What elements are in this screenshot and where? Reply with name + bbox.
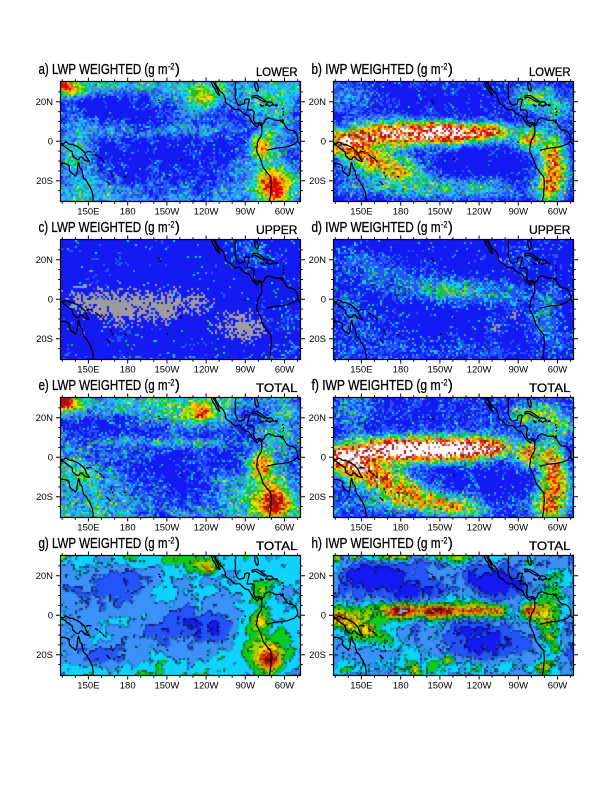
svg-text:): ) bbox=[448, 220, 453, 236]
svg-text:TOTAL: TOTAL bbox=[256, 381, 298, 395]
svg-text:-2: -2 bbox=[168, 219, 175, 230]
svg-text:h) IWP WEIGHTED (g m: h) IWP WEIGHTED (g m bbox=[312, 536, 441, 552]
svg-text:): ) bbox=[175, 62, 180, 78]
svg-text:): ) bbox=[448, 378, 453, 394]
svg-text:): ) bbox=[175, 536, 180, 552]
svg-text:LOWER: LOWER bbox=[529, 65, 571, 79]
svg-text:-2: -2 bbox=[441, 61, 448, 72]
svg-text:g) LWP WEIGHTED (g m: g) LWP WEIGHTED (g m bbox=[39, 536, 168, 552]
svg-text:-2: -2 bbox=[441, 377, 448, 388]
svg-text:): ) bbox=[175, 378, 180, 394]
svg-text:b) IWP WEIGHTED (g m: b) IWP WEIGHTED (g m bbox=[312, 62, 441, 78]
svg-text:f) IWP WEIGHTED (g m: f) IWP WEIGHTED (g m bbox=[312, 378, 441, 394]
svg-text:-2: -2 bbox=[441, 219, 448, 230]
svg-text:UPPER: UPPER bbox=[529, 223, 571, 237]
svg-text:c) LWP WEIGHTED (g m: c) LWP WEIGHTED (g m bbox=[39, 220, 168, 236]
svg-text:-2: -2 bbox=[168, 535, 175, 546]
svg-text:e) LWP WEIGHTED (g m: e) LWP WEIGHTED (g m bbox=[39, 378, 168, 394]
svg-text:TOTAL: TOTAL bbox=[529, 539, 571, 553]
svg-text:TOTAL: TOTAL bbox=[529, 381, 571, 395]
svg-text:): ) bbox=[448, 536, 453, 552]
svg-text:-2: -2 bbox=[168, 377, 175, 388]
svg-text:LOWER: LOWER bbox=[256, 65, 298, 79]
svg-text:): ) bbox=[175, 220, 180, 236]
svg-text:-2: -2 bbox=[441, 535, 448, 546]
svg-text:): ) bbox=[448, 62, 453, 78]
svg-text:d) IWP WEIGHTED (g m: d) IWP WEIGHTED (g m bbox=[312, 220, 441, 236]
svg-text:TOTAL: TOTAL bbox=[256, 539, 298, 553]
svg-text:-2: -2 bbox=[168, 61, 175, 72]
svg-text:UPPER: UPPER bbox=[256, 223, 298, 237]
svg-text:a) LWP WEIGHTED (g m: a) LWP WEIGHTED (g m bbox=[39, 62, 168, 78]
